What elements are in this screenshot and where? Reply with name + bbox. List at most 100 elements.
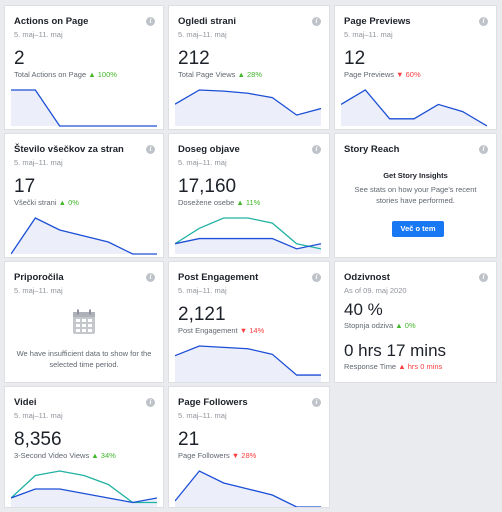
sparkline-primary-series — [175, 89, 321, 116]
sparkline-area — [175, 346, 321, 382]
sparkline-primary-series — [175, 237, 321, 250]
response-time-value: 0 hrs 17 mins — [344, 341, 447, 360]
card-title[interactable]: Videi — [14, 397, 37, 408]
info-icon[interactable]: i — [312, 145, 321, 154]
metric-label: Post Engagement ▼ 14% — [178, 326, 265, 335]
info-icon[interactable]: i — [312, 17, 321, 26]
sparkline-primary-series — [11, 217, 157, 255]
post-engagement-card[interactable]: Post Engagement i 5. maj–11. maj 2,121 P… — [168, 261, 330, 383]
learn-more-button[interactable]: Več o tem — [392, 221, 444, 237]
change-badge: ▲ 34% — [91, 451, 116, 460]
sparkline-chart — [11, 217, 157, 255]
card-title[interactable]: Ogledi strani — [178, 16, 237, 27]
metric-label: Page Followers ▼ 28% — [178, 451, 257, 460]
sparkline-secondary-series — [175, 217, 321, 250]
info-icon[interactable]: i — [146, 17, 155, 26]
sparkline-chart — [341, 89, 487, 127]
change-badge: ▲ 11% — [236, 198, 261, 207]
sparkline-primary-series — [11, 89, 157, 127]
card-title[interactable]: Priporočila — [14, 272, 64, 283]
change-badge: ▼ 14% — [239, 326, 265, 335]
info-icon[interactable]: i — [312, 398, 321, 407]
change-badge: ▼ 28% — [231, 451, 257, 460]
recommendations-card[interactable]: Priporočila i 5. maj–11. maj We have ins… — [4, 261, 164, 383]
date-range: 5. maj–11. maj — [178, 286, 227, 295]
card-title[interactable]: Page Followers — [178, 397, 248, 408]
metric-label: 3-Second Video Views ▲ 34% — [14, 451, 116, 460]
metric-label: Page Previews ▼ 60% — [344, 70, 421, 79]
story-heading: Get Story Insights — [383, 171, 448, 180]
sparkline-area — [175, 238, 321, 254]
date-range: 5. maj–11. maj — [344, 30, 393, 39]
page-followers-card[interactable]: Page Followers i 5. maj–11. maj 21 Page … — [168, 386, 330, 508]
sparkline-primary-series — [11, 488, 157, 504]
date-range: 5. maj–11. maj — [14, 158, 63, 167]
actions-on-page-card[interactable]: Actions on Page i 5. maj–11. maj 2 Total… — [4, 5, 164, 130]
response-time-label: Response Time ▲ hrs 0 mins — [344, 362, 443, 371]
sparkline-primary-series — [175, 470, 321, 507]
sparkline-chart — [175, 345, 321, 382]
card-title[interactable]: Doseg objave — [178, 144, 240, 155]
card-title[interactable]: Actions on Page — [14, 16, 89, 27]
date-range: 5. maj–11. maj — [14, 30, 63, 39]
sparkline-area — [11, 90, 157, 126]
info-icon[interactable]: i — [146, 273, 155, 282]
change-badge: ▲ 0% — [395, 321, 416, 330]
metric-value: 212 — [178, 48, 210, 69]
sparkline-chart — [175, 470, 321, 507]
date-range: 5. maj–11. maj — [14, 411, 63, 420]
card-title[interactable]: Odzivnost — [344, 272, 390, 283]
info-icon[interactable]: i — [146, 145, 155, 154]
card-title[interactable]: Število všečkov za stran — [14, 144, 124, 155]
sparkline-primary-series — [175, 345, 321, 376]
sparkline-primary-series — [341, 89, 487, 127]
info-icon[interactable]: i — [312, 273, 321, 282]
change-badge: ▲ hrs 0 mins — [398, 362, 443, 371]
metric-value: 17 — [14, 176, 36, 197]
page-likes-card[interactable]: Število všečkov za stran i 5. maj–11. ma… — [4, 133, 164, 258]
response-rate-value: 40 % — [344, 300, 383, 319]
date-range: 5. maj–11. maj — [178, 30, 227, 39]
sparkline-chart — [175, 89, 321, 126]
metric-value: 2,121 — [178, 304, 226, 325]
metric-label: Dosežene osebe ▲ 11% — [178, 198, 261, 207]
videos-card[interactable]: Videi i 5. maj–11. maj 8,356 3-Second Vi… — [4, 386, 164, 508]
metric-value: 2 — [14, 48, 25, 69]
story-reach-card[interactable]: Story Reach i Get Story Insights See sta… — [334, 133, 497, 258]
response-rate-label: Stopnja odziva ▲ 0% — [344, 321, 416, 330]
metric-label: Total Page Views ▲ 28% — [178, 70, 263, 79]
sparkline-chart — [175, 217, 321, 254]
info-icon[interactable]: i — [479, 17, 488, 26]
change-badge: ▲ 100% — [88, 70, 117, 79]
date-range: As of 09. maj 2020 — [344, 286, 407, 295]
no-data-message: We have insufficient data to show for th… — [16, 349, 152, 369]
info-icon[interactable]: i — [479, 273, 488, 282]
change-badge: ▲ 0% — [58, 198, 79, 207]
post-reach-card[interactable]: Doseg objave i 5. maj–11. maj 17,160 Dos… — [168, 133, 330, 258]
metric-value: 12 — [344, 48, 366, 69]
card-title[interactable]: Post Engagement — [178, 272, 259, 283]
change-badge: ▼ 60% — [396, 70, 421, 79]
calendar-icon — [73, 309, 95, 334]
story-message: See stats on how your Page's recent stor… — [354, 185, 477, 205]
card-title[interactable]: Page Previews — [344, 16, 411, 27]
sparkline-area — [175, 90, 321, 126]
change-badge: ▲ 28% — [237, 70, 263, 79]
date-range: 5. maj–11. maj — [178, 158, 227, 167]
metric-value: 21 — [178, 429, 200, 450]
page-views-card[interactable]: Ogledi strani i 5. maj–11. maj 212 Total… — [168, 5, 330, 130]
info-icon[interactable]: i — [479, 145, 488, 154]
sparkline-chart — [11, 470, 157, 507]
page-previews-card[interactable]: Page Previews i 5. maj–11. maj 12 Page P… — [334, 5, 497, 130]
card-title[interactable]: Story Reach — [344, 144, 400, 155]
responsiveness-card[interactable]: Odzivnost i As of 09. maj 2020 40 % Stop… — [334, 261, 497, 383]
info-icon[interactable]: i — [146, 398, 155, 407]
metric-label: Všečki strani ▲ 0% — [14, 198, 79, 207]
date-range: 5. maj–11. maj — [14, 286, 63, 295]
date-range: 5. maj–11. maj — [178, 411, 227, 420]
metric-value: 8,356 — [14, 429, 62, 450]
sparkline-area — [11, 489, 157, 507]
sparkline-area — [341, 90, 487, 126]
metric-label: Total Actions on Page ▲ 100% — [14, 70, 117, 79]
sparkline-chart — [11, 89, 157, 127]
